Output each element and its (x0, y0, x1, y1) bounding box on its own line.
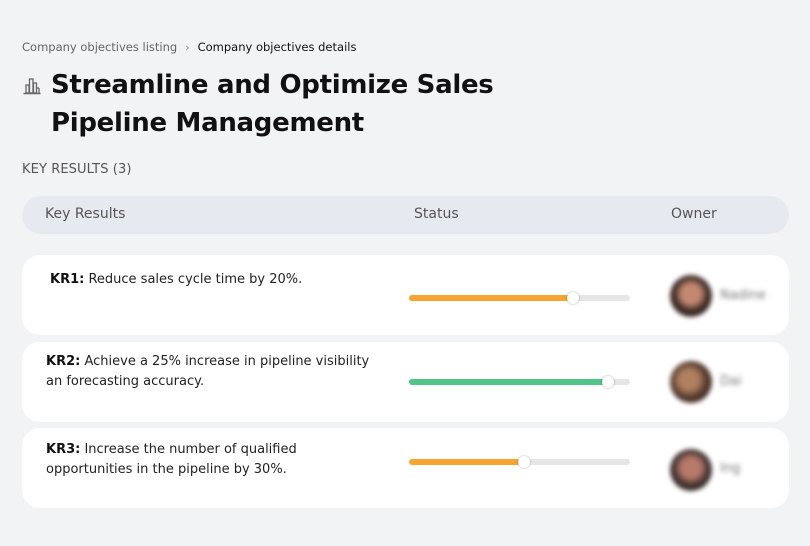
key-result-row-2[interactable]: KR2: Achieve a 25% increase in pipeline … (22, 342, 789, 422)
key-result-id: KR2: (46, 354, 81, 369)
column-header-key-results: Key Results (45, 206, 126, 222)
progress-slider[interactable] (409, 376, 630, 388)
owner-name: Ing (720, 461, 741, 476)
page-header: Streamline and Optimize Sales Pipeline M… (22, 66, 611, 142)
table-header: Key Results Status Owner (22, 196, 789, 234)
progress-slider[interactable] (409, 456, 630, 468)
key-result-row-3[interactable]: KR3: Increase the number of qualified op… (22, 428, 789, 508)
progress-slider-handle[interactable] (517, 456, 530, 468)
progress-fill (409, 295, 573, 301)
progress-slider-handle[interactable] (601, 376, 614, 388)
key-result-id: KR1: (50, 272, 85, 287)
owner-name: Dai (720, 374, 742, 389)
breadcrumb-link-objectives-listing[interactable]: Company objectives listing (22, 40, 178, 54)
building-chart-icon (22, 76, 42, 96)
progress-slider[interactable] (409, 292, 630, 304)
page-title: Streamline and Optimize Sales Pipeline M… (51, 70, 494, 138)
progress-fill (409, 459, 524, 465)
progress-fill (409, 379, 608, 385)
key-result-description: Increase the number of qualified opportu… (46, 442, 297, 477)
key-result-description: Achieve a 25% increase in pipeline visib… (46, 354, 370, 389)
breadcrumb: Company objectives listing › Company obj… (22, 40, 356, 54)
breadcrumb-current-page: Company objectives details (197, 40, 357, 54)
key-result-row-1[interactable]: KR1: Reduce sales cycle time by 20%. Nad… (22, 255, 789, 335)
key-results-count: KEY RESULTS (3) (22, 162, 132, 177)
owner-avatar (670, 449, 712, 491)
key-result-text: KR3: Increase the number of qualified op… (46, 440, 386, 480)
progress-slider-handle[interactable] (566, 292, 579, 304)
column-header-owner: Owner (671, 206, 717, 222)
key-result-id: KR3: (46, 442, 81, 457)
key-result-text: KR2: Achieve a 25% increase in pipeline … (46, 352, 386, 392)
column-header-status: Status (414, 206, 459, 222)
owner-avatar (670, 275, 712, 317)
key-result-description: Reduce sales cycle time by 20%. (84, 272, 303, 287)
owner-avatar (670, 361, 712, 403)
key-result-text: KR1: Reduce sales cycle time by 20%. (50, 270, 390, 290)
owner-name: Nadine (720, 288, 766, 303)
chevron-right-icon: › (185, 40, 190, 54)
